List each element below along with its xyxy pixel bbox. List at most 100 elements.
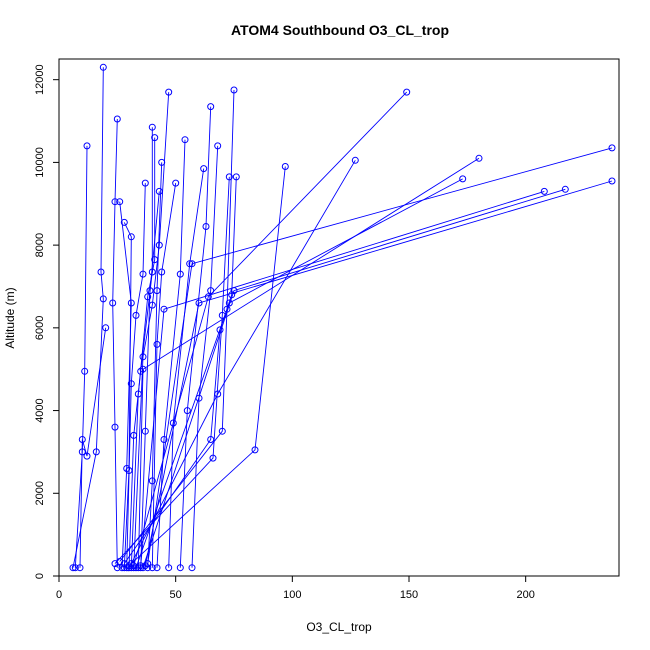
profile-13-point-3 <box>181 136 189 144</box>
profile-17-point-1 <box>209 454 217 462</box>
profile-23-point-0 <box>132 564 140 572</box>
profile-8-point-4 <box>151 134 159 142</box>
y-tick-label-2: 4000 <box>34 398 46 422</box>
profile-7-point-4 <box>148 123 156 131</box>
profile-3-point-0 <box>113 564 121 572</box>
y-tick-label-6: 12000 <box>34 64 46 95</box>
profile-0-point-2 <box>99 295 107 303</box>
profile-3-point-4 <box>113 115 121 123</box>
profile-5-point-0 <box>120 564 128 572</box>
profile-6-point-1 <box>127 380 135 388</box>
profile-line-16 <box>191 145 219 568</box>
profile-18-point-1 <box>218 427 226 435</box>
profile-24-point-2 <box>475 154 483 162</box>
profile-1-point-0 <box>71 564 79 572</box>
profile-line-25 <box>140 190 545 566</box>
profile-16-point-0 <box>188 564 196 572</box>
x-tick-label-0: 0 <box>56 589 62 601</box>
profile-14-point-0 <box>165 564 173 572</box>
profile-6-point-2 <box>132 311 140 319</box>
profile-12-point-0 <box>148 564 156 572</box>
profile-18-point-3 <box>230 86 238 94</box>
profile-line-28 <box>147 147 613 564</box>
profile-0-point-1 <box>92 448 100 456</box>
y-tick-label-1: 2000 <box>34 481 46 505</box>
profile-28-point-0 <box>144 560 152 568</box>
profile-15-point-1 <box>183 407 191 415</box>
profile-19-point-4 <box>232 173 240 181</box>
profile-28-point-1 <box>188 260 196 268</box>
profile-24-point-1 <box>139 365 147 373</box>
profile-line-11 <box>147 162 163 568</box>
profile-2-point-3 <box>102 324 110 332</box>
x-axis-label: O3_CL_trop <box>306 620 372 634</box>
profile-10-point-2 <box>146 287 154 295</box>
profile-20-point-1 <box>251 446 259 454</box>
profile-15-point-3 <box>207 103 215 111</box>
profile-2-point-1 <box>78 436 86 443</box>
profile-13-point-2 <box>176 270 184 278</box>
profile-7-point-0 <box>125 564 133 572</box>
profile-line-21 <box>130 160 356 564</box>
profile-11-point-1 <box>148 477 156 485</box>
x-tick-label-4: 200 <box>516 589 534 601</box>
profile-12-point-2 <box>158 268 166 276</box>
y-tick-label-0: 0 <box>34 573 46 579</box>
y-axis: 0 2000 4000 6000 8000 10000 12000 <box>34 64 59 579</box>
profile-20-point-2 <box>281 163 289 170</box>
profile-13-point-1 <box>160 436 168 443</box>
profile-27-point-1 <box>195 299 203 307</box>
profile-27-point-2 <box>608 177 616 185</box>
profile-line-17 <box>114 176 230 564</box>
profile-8-point-2 <box>144 293 152 301</box>
profile-6-point-4 <box>141 179 149 187</box>
profile-3-point-1 <box>111 423 119 431</box>
profile-3-point-2 <box>109 299 117 307</box>
profile-25-point-2 <box>540 187 548 195</box>
profile-28-point-2 <box>608 144 616 152</box>
profile-9-point-1 <box>139 353 147 361</box>
profile-1-point-3 <box>83 142 91 150</box>
profile-line-6 <box>126 183 146 568</box>
y-tick-label-3: 6000 <box>34 316 46 340</box>
profile-line-3 <box>112 118 118 568</box>
profile-16-point-3 <box>214 142 222 150</box>
profile-line-2 <box>79 327 107 568</box>
profile-9-point-4 <box>165 88 173 96</box>
profile-line-0 <box>72 67 104 568</box>
profile-4-point-0 <box>118 564 126 572</box>
profile-11-point-2 <box>153 287 161 295</box>
profile-5-point-3 <box>120 218 128 226</box>
profile-17-point-3 <box>225 173 233 181</box>
profile-11-point-3 <box>158 158 166 166</box>
chart-title: ATOM4 Southbound O3_CL_trop <box>231 22 449 38</box>
series-profiles <box>69 63 616 572</box>
profile-4-point-3 <box>116 198 124 206</box>
profile-line-22 <box>133 91 408 566</box>
profile-23-point-2 <box>459 175 467 183</box>
profile-line-1 <box>74 145 88 568</box>
profile-0-point-4 <box>99 63 107 71</box>
profile-20-point-0 <box>125 562 133 570</box>
profile-2-point-0 <box>76 564 84 572</box>
profile-15-point-0 <box>176 564 184 572</box>
profile-21-point-2 <box>351 156 359 164</box>
profile-26-point-1 <box>230 287 238 295</box>
profile-line-7 <box>128 127 153 568</box>
profile-5-point-2 <box>127 233 135 241</box>
profile-13-point-0 <box>153 564 161 572</box>
profile-line-27 <box>144 180 613 566</box>
profile-26-point-2 <box>561 185 569 193</box>
profile-line-23 <box>135 178 463 568</box>
profile-22-point-2 <box>403 88 411 96</box>
x-tick-label-2: 100 <box>283 589 301 601</box>
profile-25-point-1 <box>160 305 168 313</box>
profile-3-point-3 <box>111 198 119 206</box>
y-tick-label-5: 10000 <box>34 147 46 178</box>
profile-12-point-1 <box>153 340 161 348</box>
profile-10-point-3 <box>155 187 163 195</box>
profile-line-14 <box>168 168 205 568</box>
profile-line-12 <box>151 183 177 568</box>
profile-10-point-1 <box>141 427 149 435</box>
y-tick-label-4: 8000 <box>34 233 46 257</box>
